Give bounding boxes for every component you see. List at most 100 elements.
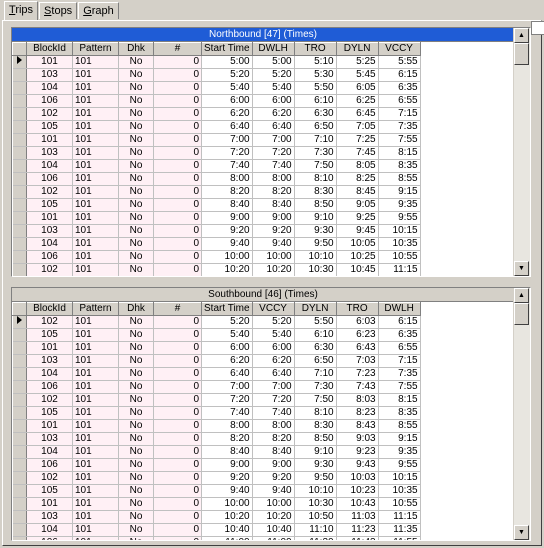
- row-selector[interactable]: [12, 406, 27, 420]
- cell-start-time[interactable]: 9:40: [201, 237, 253, 251]
- cell-dyln[interactable]: 9:05: [336, 198, 379, 212]
- cell-pattern[interactable]: 101: [72, 172, 119, 186]
- cell-dwlh[interactable]: 8:35: [378, 406, 421, 420]
- row-selector[interactable]: [12, 315, 27, 329]
- cell-dhk[interactable]: No: [118, 159, 154, 173]
- cell-vccy[interactable]: 9:00: [252, 458, 295, 472]
- cell-dhk[interactable]: No: [118, 497, 154, 511]
- cell-start-time[interactable]: 7:40: [201, 159, 253, 173]
- cell-dyln[interactable]: 8:45: [336, 185, 379, 199]
- cell-dwlh[interactable]: 8:00: [252, 172, 295, 186]
- cell-start-time[interactable]: 9:20: [201, 471, 253, 485]
- cell-start-time[interactable]: 9:20: [201, 224, 253, 238]
- cell-trip-num[interactable]: 0: [153, 172, 202, 186]
- cell-blockid[interactable]: 103: [26, 432, 73, 446]
- table-row[interactable]: 104 101 No 0 10:40 10:40 11:10 11:23 11:35: [12, 523, 421, 537]
- table-row[interactable]: 101 101 No 0 8:00 8:00 8:30 8:43 8:55: [12, 419, 421, 433]
- cell-start-time[interactable]: 9:00: [201, 458, 253, 472]
- cell-dhk[interactable]: No: [118, 432, 154, 446]
- cell-tro[interactable]: 9:50: [294, 237, 337, 251]
- cell-dhk[interactable]: No: [118, 315, 154, 329]
- row-selector[interactable]: [12, 224, 27, 238]
- cell-tro[interactable]: 9:30: [294, 224, 337, 238]
- cell-dhk[interactable]: No: [118, 523, 154, 537]
- cell-dwlh[interactable]: 11:15: [378, 510, 421, 524]
- column-header[interactable]: Dhk: [118, 302, 154, 316]
- row-selector[interactable]: [12, 81, 27, 95]
- cell-blockid[interactable]: 101: [26, 419, 73, 433]
- cell-vccy[interactable]: 7:00: [252, 380, 295, 394]
- cell-trip-num[interactable]: 0: [153, 341, 202, 355]
- cell-blockid[interactable]: 101: [26, 341, 73, 355]
- cell-dhk[interactable]: No: [118, 237, 154, 251]
- row-selector[interactable]: [12, 471, 27, 485]
- cell-dwlh[interactable]: 6:55: [378, 341, 421, 355]
- cell-dhk[interactable]: No: [118, 510, 154, 524]
- cell-tro[interactable]: 6:30: [294, 107, 337, 121]
- cell-pattern[interactable]: 101: [72, 536, 119, 540]
- cell-tro[interactable]: 5:30: [294, 68, 337, 82]
- column-header[interactable]: Pattern: [72, 42, 119, 56]
- table-row[interactable]: 105 101 No 0 9:40 9:40 10:10 10:23 10:35: [12, 484, 421, 498]
- cell-dyln[interactable]: 8:05: [336, 159, 379, 173]
- cell-pattern[interactable]: 101: [72, 146, 119, 160]
- cell-dyln[interactable]: 7:45: [336, 146, 379, 160]
- cell-dwlh[interactable]: 5:20: [252, 68, 295, 82]
- row-selector[interactable]: [12, 237, 27, 251]
- cell-blockid[interactable]: 105: [26, 198, 73, 212]
- row-selector[interactable]: [12, 263, 27, 276]
- cell-start-time[interactable]: 8:20: [201, 185, 253, 199]
- northbound-scrollbar[interactable]: ▲ ▼: [513, 28, 530, 276]
- row-selector[interactable]: [12, 211, 27, 225]
- cell-start-time[interactable]: 7:00: [201, 133, 253, 147]
- cell-blockid[interactable]: 105: [26, 328, 73, 342]
- cell-tro[interactable]: 8:43: [336, 419, 379, 433]
- cell-dhk[interactable]: No: [118, 341, 154, 355]
- cell-blockid[interactable]: 106: [26, 458, 73, 472]
- cell-pattern[interactable]: 101: [72, 484, 119, 498]
- cell-dyln[interactable]: 7:05: [336, 120, 379, 134]
- cell-dhk[interactable]: No: [118, 380, 154, 394]
- column-header[interactable]: DWLH: [251, 42, 295, 56]
- table-row[interactable]: 103 101 No 0 9:20 9:20 9:30 9:45 10:15: [12, 224, 421, 238]
- table-row[interactable]: 104 101 No 0 8:40 8:40 9:10 9:23 9:35: [12, 445, 421, 459]
- northbound-scroll-thumb[interactable]: [514, 43, 529, 65]
- cell-start-time[interactable]: 6:00: [201, 94, 253, 108]
- table-row[interactable]: 101 101 No 0 9:00 9:00 9:10 9:25 9:55: [12, 211, 421, 225]
- cell-dyln[interactable]: 10:50: [294, 510, 337, 524]
- row-selector[interactable]: [12, 419, 27, 433]
- cell-vccy[interactable]: 9:40: [252, 484, 295, 498]
- cell-dwlh[interactable]: 8:55: [378, 419, 421, 433]
- cell-dwlh[interactable]: 5:40: [252, 81, 295, 95]
- cell-blockid[interactable]: 103: [26, 510, 73, 524]
- cell-dyln[interactable]: 6:10: [294, 328, 337, 342]
- table-row[interactable]: 103 101 No 0 8:20 8:20 8:50 9:03 9:15: [12, 432, 421, 446]
- table-row[interactable]: 105 101 No 0 6:40 6:40 6:50 7:05 7:35: [12, 120, 421, 134]
- cell-trip-num[interactable]: 0: [153, 367, 202, 381]
- cell-start-time[interactable]: 6:20: [201, 107, 253, 121]
- cell-trip-num[interactable]: 0: [153, 523, 202, 537]
- cell-dyln[interactable]: 6:50: [294, 354, 337, 368]
- cell-tro[interactable]: 11:43: [336, 536, 379, 540]
- cell-dwlh[interactable]: 11:55: [378, 536, 421, 540]
- cell-vccy[interactable]: 6:20: [252, 354, 295, 368]
- cell-start-time[interactable]: 8:00: [201, 172, 253, 186]
- cell-tro[interactable]: 7:30: [294, 146, 337, 160]
- table-row[interactable]: 101 101 No 0 6:00 6:00 6:30 6:43 6:55: [12, 341, 421, 355]
- row-selector[interactable]: [12, 458, 27, 472]
- cell-blockid[interactable]: 104: [26, 237, 73, 251]
- cell-blockid[interactable]: 102: [26, 107, 73, 121]
- cell-tro[interactable]: 9:03: [336, 432, 379, 446]
- cell-tro[interactable]: 6:43: [336, 341, 379, 355]
- cell-vccy[interactable]: 6:15: [378, 68, 421, 82]
- cell-start-time[interactable]: 7:20: [201, 146, 253, 160]
- cell-vccy[interactable]: 11:00: [252, 536, 295, 540]
- cell-dyln[interactable]: 8:10: [294, 406, 337, 420]
- cell-trip-num[interactable]: 0: [153, 484, 202, 498]
- table-row[interactable]: 105 101 No 0 8:40 8:40 8:50 9:05 9:35: [12, 198, 421, 212]
- table-row[interactable]: 103 101 No 0 7:20 7:20 7:30 7:45 8:15: [12, 146, 421, 160]
- table-row[interactable]: 106 101 No 0 6:00 6:00 6:10 6:25 6:55: [12, 94, 421, 108]
- column-header[interactable]: BlockId: [26, 302, 73, 316]
- row-selector[interactable]: [12, 523, 27, 537]
- cell-tro[interactable]: 5:50: [294, 81, 337, 95]
